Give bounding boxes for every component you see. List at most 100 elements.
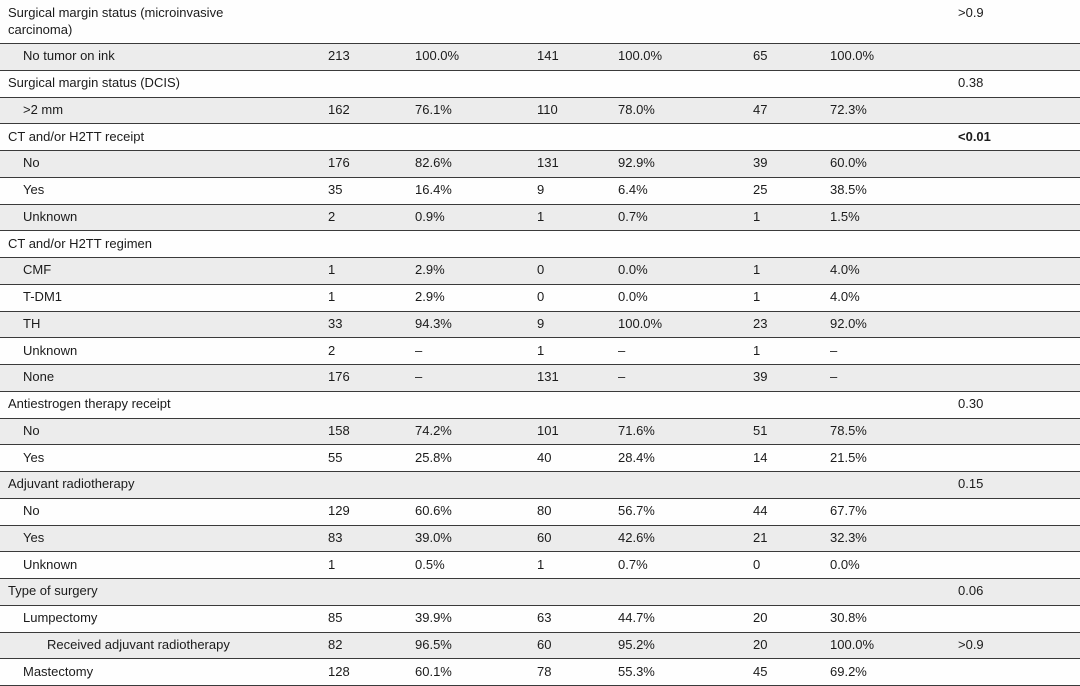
count-col3: 1 — [753, 289, 761, 305]
pct-col3: 4.0% — [830, 262, 860, 278]
table-row: Adjuvant radiotherapy 0.15 — [0, 472, 1080, 499]
pct-col2: – — [618, 369, 626, 385]
count-col3: 1 — [753, 262, 761, 278]
pct-col2: 56.7% — [618, 503, 655, 519]
pct-col3: 100.0% — [830, 48, 875, 64]
count-col1: 33 — [328, 315, 343, 331]
pct-col3: 92.0% — [830, 315, 867, 331]
pct-col3: 30.8% — [830, 610, 867, 626]
pct-col1: 39.9% — [415, 610, 452, 626]
count-col3: 14 — [753, 449, 768, 465]
table-row: Unknown 2 – 1 – 1 – — [0, 338, 1080, 365]
pct-col2: 92.9% — [618, 155, 655, 171]
pct-col2: 0.7% — [618, 556, 648, 572]
count-col2: 60 — [537, 529, 552, 545]
count-col1: 1 — [328, 556, 336, 572]
count-col2: 1 — [537, 342, 545, 358]
p-value: 0.06 — [958, 583, 984, 599]
pct-col3: – — [830, 369, 838, 385]
count-col2: 63 — [537, 610, 552, 626]
pct-col1: 74.2% — [415, 422, 452, 438]
table-row: No tumor on ink 213 100.0% 141 100.0% 65… — [0, 44, 1080, 71]
table-row: Yes 35 16.4% 9 6.4% 25 38.5% — [0, 177, 1080, 205]
count-col2: 9 — [537, 182, 545, 198]
pct-col3: 0.0% — [830, 556, 860, 572]
row-label: Yes — [23, 182, 45, 198]
table-row: CMF 1 2.9% 0 0.0% 1 4.0% — [0, 258, 1080, 285]
pct-col1: 76.1% — [415, 101, 452, 117]
pct-col3: 100.0% — [830, 636, 875, 652]
pct-col3: 4.0% — [830, 289, 860, 305]
table-row: No 176 82.6% 131 92.9% 39 60.0% — [0, 151, 1080, 178]
count-col1: 1 — [328, 262, 336, 278]
count-col1: 2 — [328, 208, 336, 224]
pct-col3: 69.2% — [830, 663, 867, 679]
count-col3: 1 — [753, 208, 761, 224]
pct-col1: 2.9% — [415, 262, 445, 278]
count-col1: 162 — [328, 101, 350, 117]
row-label: No — [23, 503, 40, 519]
pct-col3: 60.0% — [830, 155, 867, 171]
row-label: CMF — [23, 262, 52, 278]
pct-col2: 78.0% — [618, 101, 655, 117]
count-col1: 158 — [328, 422, 350, 438]
pct-col2: – — [618, 342, 626, 358]
pct-col2: 71.6% — [618, 422, 655, 438]
count-col2 — [529, 0, 610, 5]
table-row: >2 mm 162 76.1% 110 78.0% 47 72.3% — [0, 97, 1080, 125]
table-row: Yes 83 39.0% 60 42.6% 21 32.3% — [0, 525, 1080, 553]
count-col1: 85 — [328, 610, 343, 626]
pct-col3: 67.7% — [830, 503, 867, 519]
row-label: CT and/or H2TT regimen — [8, 235, 153, 251]
count-col1: 176 — [328, 155, 350, 171]
count-col1: 1 — [328, 289, 336, 305]
count-col2: 131 — [537, 369, 559, 385]
p-value: 0.30 — [958, 396, 984, 412]
count-col1: 35 — [328, 182, 343, 198]
count-col1: 2 — [328, 342, 336, 358]
table-row: Unknown 1 0.5% 1 0.7% 0 0.0% — [0, 552, 1080, 579]
row-label: Surgical margin status (microinvasive ca… — [8, 5, 224, 37]
row-label: Unknown — [23, 556, 78, 572]
row-label: >2 mm — [23, 101, 64, 117]
row-label: Unknown — [23, 208, 78, 224]
pct-col2: 100.0% — [618, 315, 663, 331]
pct-col3 — [822, 0, 950, 5]
count-col3: 51 — [753, 422, 768, 438]
count-col1 — [320, 0, 407, 5]
pct-col3: – — [830, 342, 838, 358]
table-row: Received adjuvant radiotherapy 82 96.5% … — [0, 632, 1080, 660]
count-col3: 39 — [753, 369, 768, 385]
pct-col1: 16.4% — [415, 182, 452, 198]
p-value: >0.9 — [958, 5, 984, 20]
table-row: No 129 60.6% 80 56.7% 44 67.7% — [0, 498, 1080, 526]
row-label: Surgical margin status (DCIS) — [8, 75, 180, 91]
pct-col2: 42.6% — [618, 529, 655, 545]
pct-col2: 100.0% — [618, 48, 663, 64]
pct-col2: 44.7% — [618, 610, 655, 626]
pct-col3: 38.5% — [830, 182, 867, 198]
pct-col1: 100.0% — [415, 48, 460, 64]
pct-col2: 6.4% — [618, 182, 648, 198]
count-col3 — [745, 0, 822, 5]
table-row: Surgical margin status (microinvasive ca… — [0, 0, 1080, 44]
table-row: Antiestrogen therapy receipt 0.30 — [0, 391, 1080, 419]
pct-col2: 0.7% — [618, 208, 648, 224]
p-value: >0.9 — [958, 636, 984, 652]
pct-col3: 32.3% — [830, 529, 867, 545]
pct-col2: 0.0% — [618, 262, 648, 278]
count-col2: 40 — [537, 449, 552, 465]
count-col2: 1 — [537, 208, 545, 224]
pct-col2: 0.0% — [618, 289, 648, 305]
p-value: 0.38 — [958, 75, 984, 91]
row-label: Yes — [23, 449, 45, 465]
row-label: T-DM1 — [23, 289, 62, 305]
pct-col1: – — [415, 342, 423, 358]
pct-col1: 25.8% — [415, 449, 452, 465]
row-label: TH — [23, 315, 41, 331]
pct-col1: 2.9% — [415, 289, 445, 305]
count-col2: 110 — [537, 101, 558, 117]
pct-col3: 21.5% — [830, 449, 867, 465]
p-value: <0.01 — [958, 128, 991, 144]
count-col3: 23 — [753, 315, 768, 331]
